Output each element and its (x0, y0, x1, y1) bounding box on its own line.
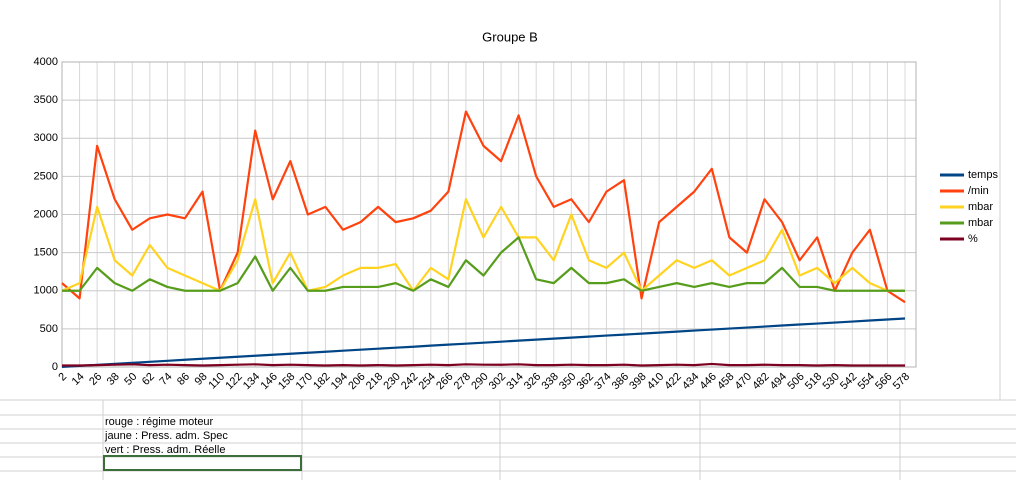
x-tick-label: 14 (70, 371, 87, 388)
x-tick-label: 230 (381, 371, 402, 392)
y-tick-label: 0 (52, 361, 58, 373)
x-tick-label: 50 (122, 371, 139, 388)
legend-label: /min (968, 185, 989, 197)
x-tick-label: 398 (627, 371, 648, 392)
series-line (62, 362, 905, 367)
x-tick-label: 446 (698, 371, 719, 392)
y-tick-label: 2000 (34, 208, 58, 220)
x-tick-label: 410 (645, 371, 666, 392)
x-tick-label: 98 (193, 371, 210, 388)
x-tick-label: 134 (241, 371, 262, 392)
x-tick-label: 278 (452, 371, 473, 392)
legend-label: mbar (968, 217, 993, 229)
x-tick-label: 494 (768, 371, 789, 392)
series-line (61, 317, 906, 368)
x-tick-label: 74 (157, 371, 174, 388)
y-tick-label: 1500 (34, 247, 58, 259)
x-tick-label: 374 (592, 371, 613, 392)
x-tick-label: 386 (610, 371, 631, 392)
x-tick-label: 254 (417, 371, 438, 392)
y-tick-label: 500 (40, 323, 58, 335)
note: vert : Press. adm. Réelle (105, 444, 225, 456)
x-tick-label: 338 (539, 371, 560, 392)
y-tick-label: 1000 (34, 285, 58, 297)
series-line (61, 110, 906, 304)
chart-title: Groupe B (482, 29, 538, 44)
x-tick-label: 326 (522, 371, 543, 392)
x-tick-label: 542 (838, 371, 859, 392)
x-tick-label: 578 (891, 371, 912, 392)
x-tick-label: 350 (557, 371, 578, 392)
selected-cell[interactable] (103, 455, 302, 471)
x-tick-label: 122 (223, 371, 244, 392)
x-tick-label: 110 (206, 371, 227, 392)
x-tick-label: 530 (820, 371, 841, 392)
x-tick-label: 38 (105, 371, 122, 388)
x-tick-label: 566 (873, 371, 894, 392)
x-tick-label: 458 (715, 371, 736, 392)
legend-label: % (968, 233, 978, 245)
x-tick-label: 554 (856, 371, 877, 392)
x-tick-label: 506 (785, 371, 806, 392)
x-tick-label: 26 (87, 371, 104, 388)
note: rouge : régime moteur (105, 416, 214, 428)
x-tick-label: 482 (750, 371, 771, 392)
x-tick-label: 158 (276, 371, 297, 392)
x-tick-label: 290 (469, 371, 490, 392)
x-tick-label: 146 (258, 371, 279, 392)
note: jaune : Press. adm. Spec (104, 430, 228, 442)
x-tick-label: 62 (140, 371, 157, 388)
x-tick-label: 422 (662, 371, 683, 392)
legend-label: mbar (968, 201, 993, 213)
x-tick-label: 302 (487, 371, 508, 392)
y-tick-label: 3500 (34, 94, 58, 106)
x-tick-label: 434 (680, 371, 701, 392)
x-tick-label: 362 (575, 371, 596, 392)
legend-label: temps (968, 169, 998, 181)
x-tick-label: 242 (399, 371, 420, 392)
y-tick-label: 2500 (34, 170, 58, 182)
plot-frame (61, 61, 917, 368)
series-line (61, 198, 905, 292)
x-tick-label: 182 (311, 371, 332, 392)
y-tick-label: 4000 (34, 56, 58, 68)
x-tick-label: 518 (803, 371, 824, 392)
x-tick-label: 86 (175, 371, 192, 388)
x-tick-label: 2 (56, 371, 69, 384)
x-tick-label: 218 (364, 371, 385, 392)
y-tick-label: 3000 (34, 132, 58, 144)
x-tick-label: 470 (733, 371, 754, 392)
x-tick-label: 266 (434, 371, 455, 392)
x-tick-label: 206 (346, 371, 367, 392)
x-tick-label: 314 (504, 371, 525, 392)
series-line (62, 236, 905, 292)
x-tick-label: 170 (294, 371, 315, 392)
x-tick-label: 194 (329, 371, 350, 392)
